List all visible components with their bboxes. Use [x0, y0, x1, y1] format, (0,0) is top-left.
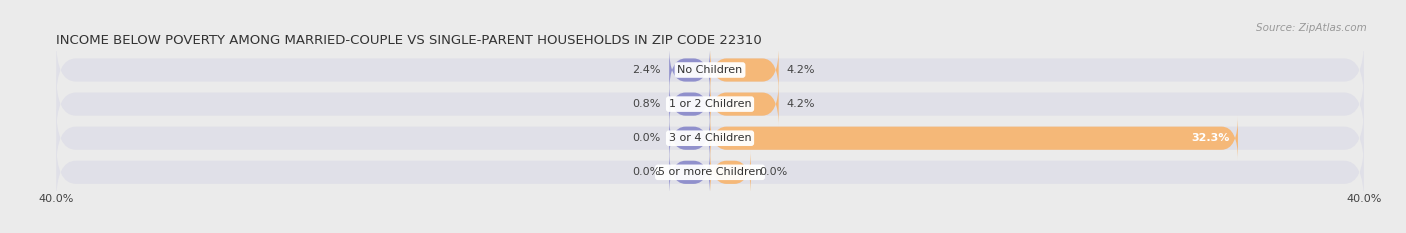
Text: 1 or 2 Children: 1 or 2 Children: [669, 99, 751, 109]
FancyBboxPatch shape: [56, 41, 1364, 99]
Text: Source: ZipAtlas.com: Source: ZipAtlas.com: [1256, 23, 1367, 33]
FancyBboxPatch shape: [669, 82, 710, 127]
FancyBboxPatch shape: [56, 143, 1364, 202]
Text: 5 or more Children: 5 or more Children: [658, 167, 762, 177]
Text: 4.2%: 4.2%: [787, 65, 815, 75]
Text: 32.3%: 32.3%: [1191, 133, 1230, 143]
Text: 0.8%: 0.8%: [633, 99, 661, 109]
FancyBboxPatch shape: [669, 48, 710, 93]
FancyBboxPatch shape: [56, 109, 1364, 168]
Text: 3 or 4 Children: 3 or 4 Children: [669, 133, 751, 143]
Text: 0.0%: 0.0%: [633, 167, 661, 177]
Text: 4.2%: 4.2%: [787, 99, 815, 109]
FancyBboxPatch shape: [669, 150, 710, 195]
FancyBboxPatch shape: [710, 82, 779, 127]
FancyBboxPatch shape: [710, 48, 779, 93]
Text: No Children: No Children: [678, 65, 742, 75]
FancyBboxPatch shape: [710, 116, 1237, 161]
FancyBboxPatch shape: [56, 75, 1364, 134]
Text: 0.0%: 0.0%: [759, 167, 787, 177]
Text: 2.4%: 2.4%: [633, 65, 661, 75]
FancyBboxPatch shape: [669, 116, 710, 161]
FancyBboxPatch shape: [710, 150, 751, 195]
Text: 0.0%: 0.0%: [633, 133, 661, 143]
Text: INCOME BELOW POVERTY AMONG MARRIED-COUPLE VS SINGLE-PARENT HOUSEHOLDS IN ZIP COD: INCOME BELOW POVERTY AMONG MARRIED-COUPL…: [56, 34, 762, 47]
